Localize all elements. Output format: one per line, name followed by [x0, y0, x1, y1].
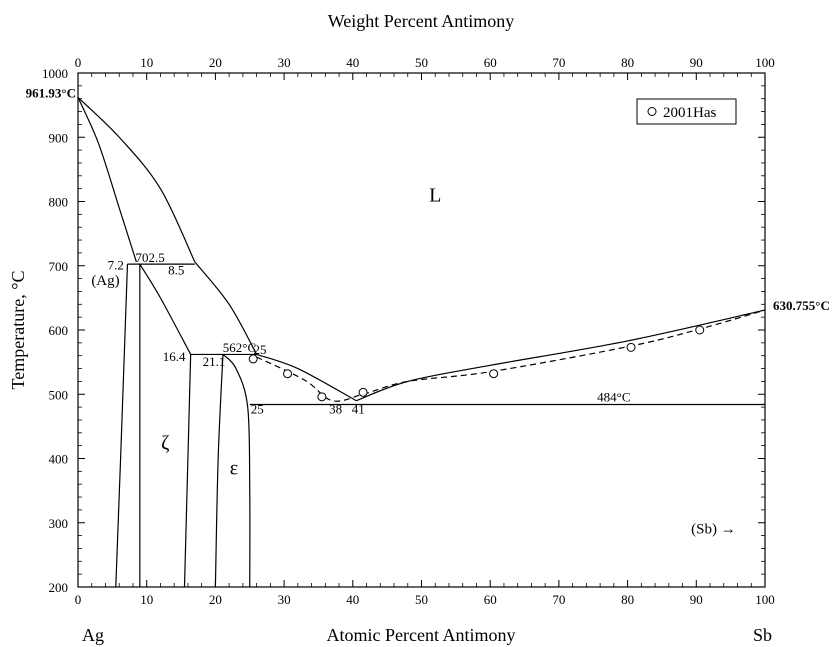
x-tick-label: 80: [621, 592, 634, 607]
axis-ticks: 0 10 20 30 40 50 60 70 80 90 1000 10 20 30 40 50 60 70 80 9…: [42, 55, 775, 607]
y-tick-label: 500: [49, 387, 69, 402]
legend: 2001Has: [636, 98, 737, 125]
top-tick-label: 0: [75, 55, 82, 70]
phase-labels-layer: L (Ag) ζ ε (Sb) →: [91, 185, 735, 538]
value-annotation: 702.5: [136, 250, 165, 265]
data-point-marker: [626, 342, 636, 352]
phase-label: ζ: [161, 432, 169, 454]
value-annotation: 8.5: [168, 263, 184, 278]
y-tick-label: 300: [49, 516, 69, 531]
phase-boundary-line: [115, 264, 129, 588]
phase-boundary-line: [139, 263, 192, 355]
data-point-marker: [358, 387, 368, 397]
x-axis-label: Atomic Percent Antimony: [327, 625, 516, 645]
x-tick-label: 30: [278, 592, 291, 607]
phase-label: ε: [230, 458, 238, 480]
data-point-marker: [283, 369, 293, 379]
x-tick-label: 20: [209, 592, 222, 607]
phase-boundary-line: [77, 96, 196, 263]
value-annotation: 562°C: [223, 340, 256, 355]
data-point-marker: [489, 369, 499, 379]
y-axis-label: Temperature, °C: [8, 271, 28, 390]
top-axis-title: Weight Percent Antimony: [328, 11, 515, 31]
top-tick-label: 10: [140, 55, 153, 70]
top-tick-label: 50: [415, 55, 428, 70]
x-tick-label: 40: [346, 592, 359, 607]
legend-marker-icon: [647, 107, 657, 116]
y-tick-label: 800: [49, 195, 69, 210]
series-layer: [77, 96, 766, 588]
data-point-marker: [317, 392, 327, 402]
phase-label: L: [429, 185, 441, 207]
value-annotation: 961.93°C: [26, 85, 76, 100]
value-annotation: 484°C: [597, 389, 630, 404]
legend-label: 2001Has: [663, 105, 716, 121]
phase-boundary-line: [183, 354, 192, 588]
liquidus-dashed-line: [256, 309, 766, 402]
x-tick-label: 60: [484, 592, 497, 607]
value-annotation: 630.755°C: [773, 298, 830, 313]
top-tick-label: 30: [278, 55, 291, 70]
top-tick-label: 40: [346, 55, 359, 70]
y-tick-label: 600: [49, 323, 69, 338]
data-point-marker: [248, 354, 258, 364]
x-tick-label: 50: [415, 592, 428, 607]
phase-boundary-line: [256, 353, 357, 402]
top-tick-label: 80: [621, 55, 634, 70]
top-tick-label: 100: [755, 55, 775, 70]
value-annotation: 41: [352, 402, 365, 417]
value-annotation: 25: [254, 342, 267, 357]
value-annotation: 7.2: [108, 258, 124, 273]
top-tick-label: 70: [552, 55, 565, 70]
sb-endmember-label: Sb: [753, 625, 772, 645]
y-tick-label: 1000: [42, 66, 68, 81]
x-tick-label: 10: [140, 592, 153, 607]
y-tick-label: 900: [49, 130, 69, 145]
value-annotation: 25: [251, 402, 264, 417]
x-tick-label: 90: [690, 592, 703, 607]
phase-boundary-line: [214, 354, 224, 588]
phase-boundary-line: [356, 309, 766, 402]
phase-label: (Sb) →: [691, 522, 736, 538]
top-tick-label: 20: [209, 55, 222, 70]
x-tick-label: 0: [75, 592, 82, 607]
phase-boundary-line: [222, 353, 251, 588]
phase-boundary-line: [194, 261, 258, 355]
value-annotation: 21.1: [203, 354, 226, 369]
data-point-marker: [695, 325, 705, 335]
data-points-layer: [248, 325, 705, 402]
y-tick-label: 700: [49, 259, 69, 274]
y-tick-label: 400: [49, 452, 69, 467]
y-tick-label: 200: [49, 580, 69, 595]
top-tick-label: 60: [484, 55, 497, 70]
x-tick-label: 70: [552, 592, 565, 607]
phase-boundary-line: [77, 97, 137, 263]
x-tick-label: 100: [755, 592, 775, 607]
phase-label: (Ag): [91, 273, 119, 289]
top-tick-label: 90: [690, 55, 703, 70]
plot-frame: [77, 72, 766, 588]
value-annotation: 38: [329, 402, 342, 417]
ag-endmember-label: Ag: [82, 625, 104, 645]
value-annotation: 16.4: [163, 349, 186, 364]
